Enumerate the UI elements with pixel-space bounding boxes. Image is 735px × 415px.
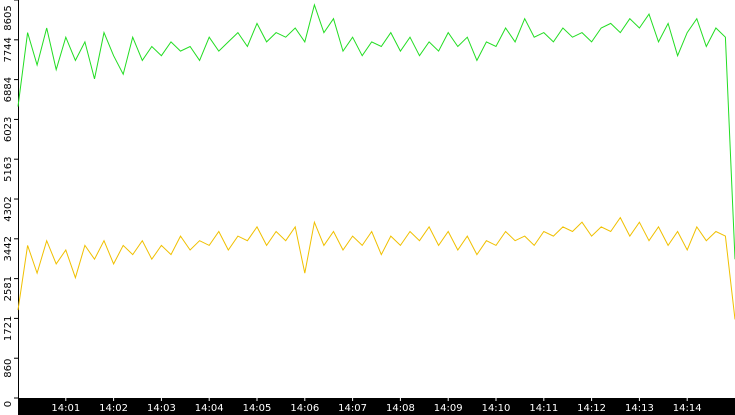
y-tick-label: 6884 [3, 77, 14, 102]
x-tick-label: 14:13 [625, 403, 654, 414]
x-tick-label: 14:03 [147, 403, 176, 414]
x-tick-label: 14:11 [529, 403, 558, 414]
y-tick-label: 860 [3, 359, 14, 378]
y-tick-label: 0 [3, 401, 14, 407]
y-tick-label: 2581 [3, 276, 14, 301]
y-tick-label: 6023 [3, 117, 14, 142]
y-tick-label: 4302 [3, 196, 14, 221]
x-tick-label: 14:06 [290, 403, 319, 414]
x-tick-label: 14:09 [434, 403, 463, 414]
x-tick-label: 14:14 [673, 403, 702, 414]
y-tick-label: 5163 [3, 156, 14, 181]
y-tick-label: 8605 [3, 5, 14, 30]
x-tick-label: 14:10 [482, 403, 511, 414]
y-tick-label: 3442 [3, 236, 14, 261]
x-tick-label: 14:12 [577, 403, 606, 414]
x-tick-label: 14:04 [195, 403, 224, 414]
y-tick-label: 1721 [3, 316, 14, 341]
y-tick-label: 7744 [3, 37, 14, 62]
x-tick-label: 14:02 [99, 403, 128, 414]
x-tick-label: 14:08 [386, 403, 415, 414]
x-tick-label: 14:01 [51, 403, 80, 414]
series-line [17, 3, 735, 260]
series-line [17, 216, 735, 320]
x-axis-band [18, 398, 735, 415]
x-tick-label: 14:07 [338, 403, 367, 414]
x-tick-label: 14:05 [243, 403, 272, 414]
